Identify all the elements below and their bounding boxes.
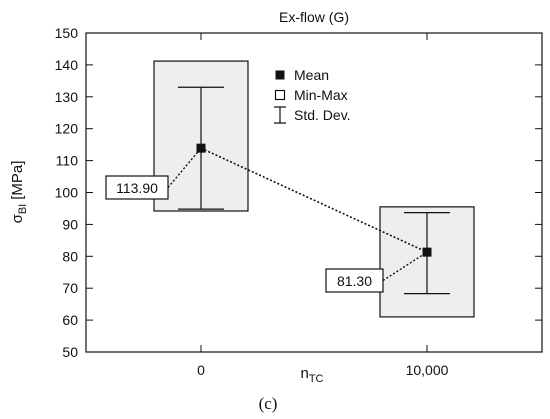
data-label: 81.30 [337,273,372,289]
y-tick-label: 90 [62,216,78,232]
data-label-box [325,268,384,293]
y-axis-title: σBI [MPa] [9,161,29,224]
y-axis-title-unit: [MPa] [9,161,26,200]
data-label-box [105,175,169,200]
mean-marker [422,247,432,257]
y-tick-label: 70 [62,280,78,296]
chart-title: Ex-flow (G) [279,9,349,25]
data-label-leader [382,251,428,282]
y-tick-label: 100 [55,185,79,201]
x-axis: 0 10,000 [197,33,449,378]
x-axis-title: nTC [300,365,323,385]
legend-mean-marker [275,70,285,80]
y-tick-label: 140 [55,57,79,73]
series: 113.90 81.30 [105,60,475,318]
x-tick-label: 10,000 [406,362,449,378]
y-tick-label: 60 [62,312,78,328]
legend-min-max-marker [274,89,286,101]
y-axis-title-sub: BI [17,204,29,214]
y-axis-title-main: σ [9,213,26,223]
x-tick-label: 0 [197,362,205,378]
legend-label: Std. Dev. [294,107,351,123]
x-axis-title-sub: TC [309,373,324,385]
y-tick-label: 50 [62,344,78,360]
data-label-leader [167,147,202,188]
legend-std-dev-marker [274,106,286,124]
data-label: 113.90 [116,180,158,196]
y-tick-label: 120 [55,121,79,137]
y-axis: 50 60 70 80 90 100 110 120 130 140 150 [55,25,542,360]
y-tick-label: 150 [55,25,79,41]
y-tick-label: 80 [62,248,78,264]
legend: Mean Min-Max Std. Dev. [274,67,351,124]
y-tick-label: 130 [55,89,79,105]
x-axis-title-main: n [300,365,308,382]
panel-caption: (c) [259,394,278,413]
legend-label: Min-Max [294,87,348,103]
mean-connector-line [200,147,428,253]
legend-label: Mean [294,67,329,83]
y-tick-label: 110 [56,153,79,169]
mean-marker [196,143,206,153]
